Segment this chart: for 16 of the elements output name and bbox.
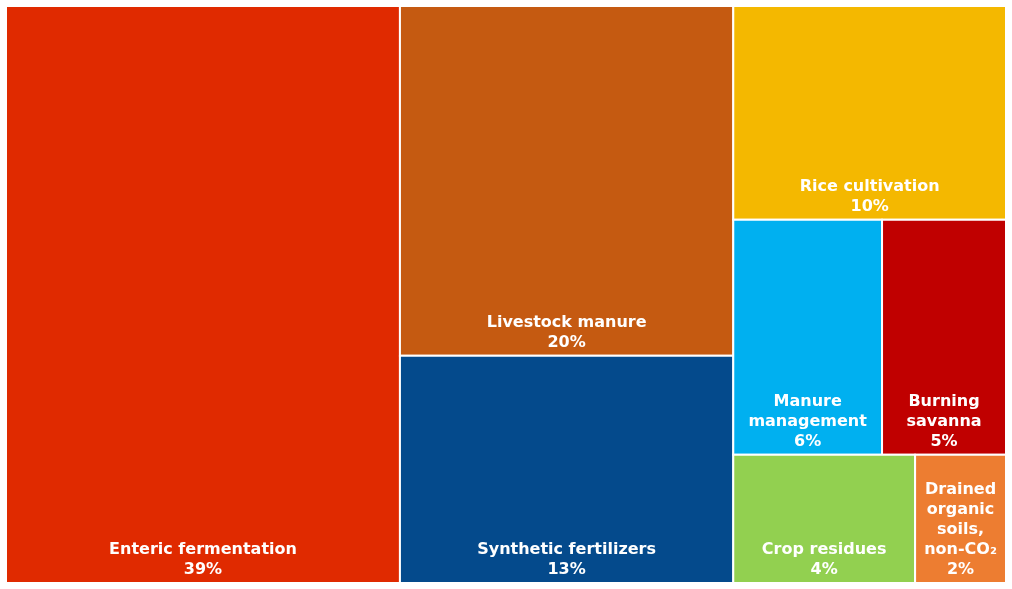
- category-label: Manure management: [748, 390, 868, 430]
- category-label: Livestock manure: [486, 311, 647, 331]
- data-label: 6%: [794, 430, 822, 450]
- category-label: Crop residues: [761, 539, 887, 559]
- category-label: Drained organic soils, non-CO₂: [924, 479, 997, 559]
- category-label: Burning savanna: [906, 390, 982, 430]
- data-label: 5%: [930, 430, 958, 450]
- data-label: 13%: [547, 559, 586, 579]
- data-label: 2%: [946, 559, 975, 579]
- category-label: Rice cultivation: [799, 175, 940, 195]
- data-label: 10%: [850, 195, 889, 215]
- category-label: Enteric fermentation: [109, 539, 297, 559]
- data-label: 4%: [810, 559, 838, 579]
- category-label: Synthetic fertilizers: [477, 539, 657, 559]
- data-label: 20%: [547, 331, 586, 351]
- data-label: 39%: [183, 559, 223, 579]
